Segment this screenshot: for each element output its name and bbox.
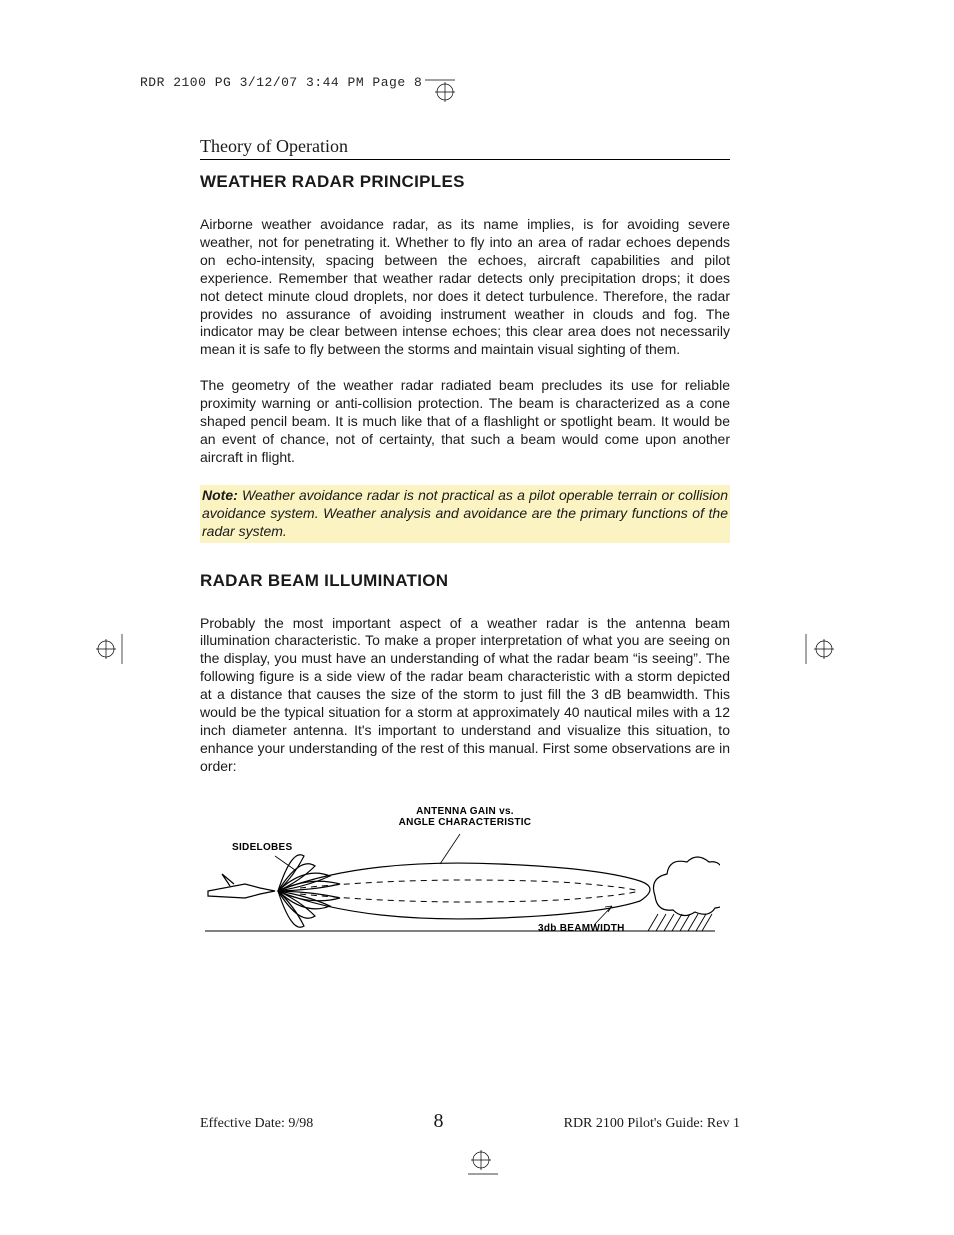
- beam-diagram-svg: [200, 806, 720, 956]
- note-text: Weather avoidance radar is not practical…: [202, 487, 728, 539]
- diagram-label-gain-1: ANTENNA GAIN vs.: [385, 806, 545, 817]
- footer-effective-date: Effective Date: 9/98: [200, 1116, 313, 1132]
- page-footer: Effective Date: 9/98 8 RDR 2100 Pilot's …: [200, 1110, 740, 1133]
- crop-header-text: RDR 2100 PG 3/12/07 3:44 PM Page 8: [140, 75, 810, 90]
- diagram-label-sidelobes: SIDELOBES: [232, 842, 293, 853]
- paragraph-2: The geometry of the weather radar radiat…: [200, 377, 730, 467]
- diagram-label-beamwidth: 3db BEAMWIDTH: [538, 923, 625, 934]
- beam-diagram: SIDELOBES ANTENNA GAIN vs. ANGLE CHARACT…: [200, 806, 720, 956]
- section-title: Theory of Operation: [200, 136, 730, 160]
- footer-page-number: 8: [433, 1110, 443, 1133]
- diagram-label-gain-2: ANGLE CHARACTERISTIC: [380, 817, 550, 828]
- content-area: Theory of Operation WEATHER RADAR PRINCI…: [200, 136, 730, 956]
- page-container: RDR 2100 PG 3/12/07 3:44 PM Page 8 Theor…: [140, 75, 810, 956]
- heading-radar-beam: RADAR BEAM ILLUMINATION: [200, 571, 730, 591]
- crop-mark-left-icon: [86, 634, 134, 664]
- crop-mark-bottom-icon: [468, 1148, 508, 1188]
- note-box: Note: Weather avoidance radar is not pra…: [200, 485, 730, 543]
- footer-doc-rev: RDR 2100 Pilot's Guide: Rev 1: [564, 1116, 740, 1132]
- paragraph-3: Probably the most important aspect of a …: [200, 615, 730, 776]
- heading-weather-radar: WEATHER RADAR PRINCIPLES: [200, 172, 730, 192]
- note-label: Note:: [202, 487, 238, 503]
- paragraph-1: Airborne weather avoidance radar, as its…: [200, 216, 730, 359]
